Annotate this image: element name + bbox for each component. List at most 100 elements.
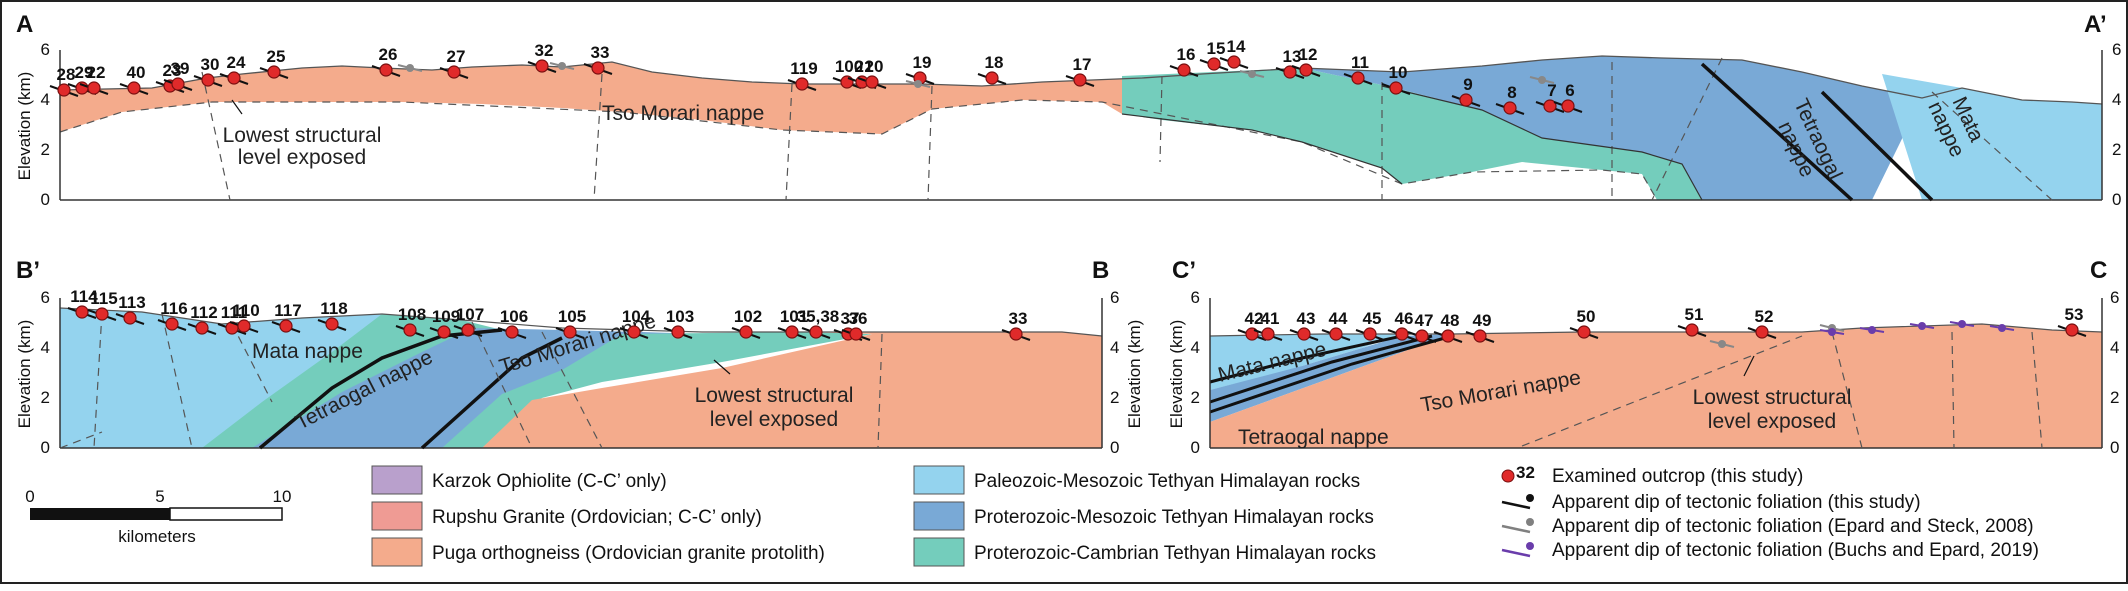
y-tick: 4 [1110,338,1119,357]
section-label-c-prime: C’ [1172,257,1196,284]
outcrop-number: 21 [855,57,874,76]
outcrop-dot [591,61,605,75]
outcrop-number: 117 [274,301,301,320]
legend-swatch [913,465,965,495]
outcrop-number: 7 [1547,81,1556,100]
section-label-c: C [2090,257,2107,284]
proterozoic-mesozoic-area [1302,56,1922,200]
outcrop-number: 39 [171,59,190,78]
y-tick: 6 [1110,288,1119,307]
y-tick: 2 [1191,388,1200,407]
outcrop-number: 114 [70,287,98,306]
y-tick: 6 [2110,288,2119,307]
outcrop-dot [985,71,999,85]
foliation-dip-dot [1958,320,1966,328]
legend-unit-label: Proterozoic-Mesozoic Tethyan Himalayan r… [974,507,1374,528]
outcrop-dot [785,325,799,339]
outcrop-number: 118 [320,299,347,318]
legend-dip-dot [1526,494,1534,502]
contact-lines [59,311,883,449]
outcrop-dot [195,321,209,335]
legend-unit-label: Karzok Ophiolite (C-C’ only) [432,471,667,492]
outcrop-dot [1329,327,1343,341]
legend-unit-label: Rupshu Granite (Ordovician; C-C’ only) [432,507,762,528]
y-axis-label-right: Elevation (km) [1125,320,1144,429]
outcrop-number: 23 [163,61,182,80]
section-c: 0 2 4 6 0 2 4 6 Elevation (km) C’ C Mata… [397,62,2119,457]
outcrop-dot [1415,329,1429,343]
outcrop-dot [1177,63,1191,77]
paleozoic-mesozoic-area [60,308,402,448]
outcrop-dot [87,81,101,95]
legend-symbol-label: Apparent dip of tectonic foliation (this… [1552,492,1921,513]
outcrop-number: 6 [1565,81,1574,100]
outcrop-dot [279,319,293,333]
outcrop-number: 53 [2065,305,2084,324]
outcrop-dot [75,305,89,319]
outcrop-number: 51 [1685,305,1704,324]
y-axis-label: Elevation (km) [15,320,34,429]
outcrop-dot [437,325,451,339]
outcrop-dot [171,77,185,91]
outcrop-dot [2065,323,2079,337]
outcrop-dot [201,73,215,87]
outcrop-number: 47 [1415,311,1434,330]
legend-dip-dot [1526,542,1534,550]
foliation-dip-dot [1828,328,1836,336]
outcrop-number: 8 [1507,83,1516,102]
outcrop-dot [1207,57,1221,71]
proterozoic-cambrian-lower [442,332,872,448]
outcrop-dot [1363,327,1377,341]
outcrop-dot [1685,323,1699,337]
outcrop-dot [505,325,519,339]
outcrop-number: 37 [841,309,860,328]
outcrop-dot [267,65,281,79]
legend: Karzok Ophiolite (C-C’ only) Rupshu Grani… [371,463,2039,567]
outcrop-number: 12 [1299,45,1318,64]
y-axis-label: Elevation (km) [1167,320,1186,429]
legend-swatch [371,537,423,567]
y-tick: 0 [41,438,50,457]
outcrop-number: 46 [1395,309,1414,328]
outcrop-dot [123,311,137,325]
outcrop-number: 24 [227,53,246,72]
lowest-level-label: Lowest structural level exposed [223,124,382,169]
outcrop-dot [627,325,641,339]
outcrop-number: 45 [1363,309,1382,328]
foliation-dip-dot [1918,322,1926,330]
outcrop-number: 14 [1227,37,1246,56]
foliation-dip-dot [1868,326,1876,334]
section-label-a: A [16,11,33,38]
legend-swatch [371,501,423,531]
outcrop-number: 104 [622,307,651,326]
legend-dip-line [1501,500,1531,510]
outcrop-number: 109 [432,307,460,326]
outcrop-dot [809,325,823,339]
outcrop-number: 29 [75,63,94,82]
outcrop-number: 15 [1207,39,1226,58]
outcrop-dot [1009,327,1023,341]
paleozoic-mesozoic-area [1882,74,2102,200]
outcrop-number: 25 [267,47,286,66]
outcrop-dot [563,325,577,339]
foliation-dip-dot [1248,70,1256,78]
outcrop-number: 108 [398,305,426,324]
legend-symbol-label: Apparent dip of tectonic foliation (Buch… [1552,540,2039,561]
scale-bar: 0 5 10 kilometers [25,487,291,546]
outcrop-dot [165,317,179,331]
y-tick: 2 [2112,140,2121,159]
y-tick: 0 [2110,438,2119,457]
y-tick: 0 [41,190,50,209]
legend-dip-line [1501,548,1531,558]
outcrop-dot [1227,55,1241,69]
outcrop-number: 22 [87,63,106,82]
outcrop-dot [1073,73,1087,87]
outcrop-number: 43 [1297,309,1316,328]
outcrop-number: 52 [1755,307,1774,326]
outcrop-dot [1261,327,1275,341]
outcrop-number: 42 [1245,309,1264,328]
foliation-dip-dot [1718,340,1726,348]
foliation-dip-dot [1998,324,2006,332]
